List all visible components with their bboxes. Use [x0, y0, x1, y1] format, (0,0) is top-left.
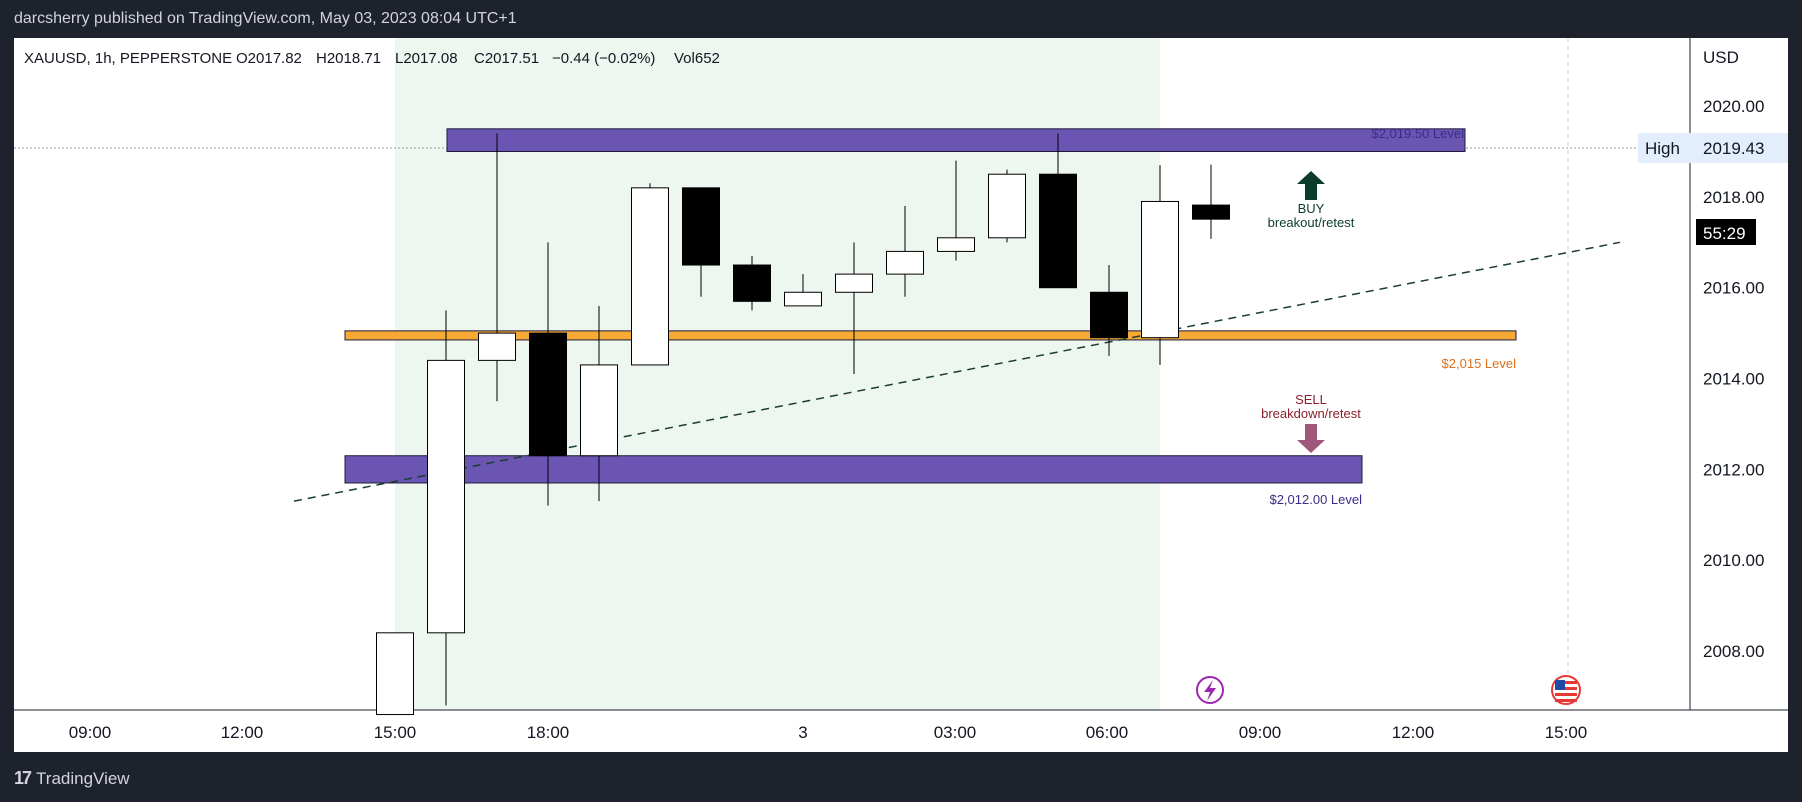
time-tick-label: 06:00 [1086, 723, 1129, 742]
time-tick-label: 15:00 [1545, 723, 1588, 742]
candle-body [937, 237, 975, 252]
candle-body [529, 332, 567, 457]
candle[interactable] [1039, 133, 1077, 289]
mid-level-zone[interactable] [344, 330, 1517, 341]
candle-body [427, 359, 465, 634]
candle-body [1141, 200, 1179, 339]
candle[interactable] [1141, 165, 1179, 365]
time-tick-label: 15:00 [374, 723, 417, 742]
tradingview-brand: TradingView [36, 768, 130, 788]
candle[interactable] [376, 632, 414, 716]
time-tick-label: 3 [798, 723, 807, 742]
candle-body [1039, 173, 1077, 289]
price-tick-label: 2012.00 [1703, 460, 1764, 479]
legend-change: −0.44 (−0.02%) [552, 50, 655, 67]
candle[interactable] [835, 242, 873, 374]
candle[interactable] [529, 242, 567, 506]
candle[interactable] [1192, 164, 1230, 239]
candle-body [733, 264, 771, 302]
tradingview-logo[interactable]: 17 TradingView [14, 768, 130, 789]
time-axis[interactable] [14, 710, 1788, 752]
candle[interactable] [1090, 265, 1128, 356]
price-tick-label: 2008.00 [1703, 642, 1764, 661]
candle[interactable] [733, 255, 771, 311]
candle-body [988, 173, 1026, 239]
time-tick-label: 03:00 [934, 723, 977, 742]
candle[interactable] [988, 169, 1026, 243]
candle-body [478, 332, 516, 361]
candle-body [1192, 204, 1230, 220]
price-tick-label: 2014.00 [1703, 370, 1764, 389]
top-level-zone[interactable] [446, 128, 1466, 153]
candle[interactable] [682, 187, 720, 297]
time-tick-label: 12:00 [1392, 723, 1435, 742]
buy-label: BUY [1298, 201, 1325, 216]
candle[interactable] [580, 305, 618, 502]
top-level-label[interactable]: $2,019.50 Level [1371, 126, 1464, 141]
candle-body [376, 632, 414, 716]
legend-symbol: XAUUSD, 1h, PEPPERSTONE [24, 50, 232, 67]
candle-body [682, 187, 720, 266]
price-tick-label: 2010.00 [1703, 551, 1764, 570]
time-tick-label: 12:00 [221, 723, 264, 742]
candle-body [580, 364, 618, 457]
time-tick-label: 09:00 [1239, 723, 1282, 742]
sell-sublabel: breakdown/retest [1261, 406, 1361, 421]
candle-body [631, 187, 669, 366]
high-label: High [1645, 139, 1680, 158]
legend-high: H2018.71 [316, 50, 381, 67]
price-axis-currency: USD [1703, 48, 1739, 67]
candle[interactable] [937, 160, 975, 261]
countdown-timer: 55:29 [1703, 224, 1746, 243]
price-tick-label: 2018.00 [1703, 188, 1764, 207]
price-tick-label: 2020.00 [1703, 97, 1764, 116]
candle[interactable] [784, 274, 822, 307]
high-label-box [1638, 133, 1788, 163]
legend-open: O2017.82 [236, 50, 302, 67]
candle[interactable] [427, 310, 465, 706]
sell-label: SELL [1295, 392, 1327, 407]
countdown-box [1696, 219, 1756, 245]
publish-info: darcsherry published on TradingView.com,… [14, 10, 517, 27]
candle-body [784, 291, 822, 307]
buy-sublabel: breakout/retest [1268, 215, 1355, 230]
time-tick-label: 18:00 [527, 723, 570, 742]
us-flag-event-icon[interactable] [1551, 675, 1581, 705]
candle-body [835, 273, 873, 293]
price-tick-label: 2016.00 [1703, 279, 1764, 298]
candle[interactable] [886, 206, 924, 297]
legend-low: L2017.08 [395, 50, 458, 67]
candle[interactable] [631, 183, 669, 366]
high-value: 2019.43 [1703, 139, 1764, 158]
mid-level-label[interactable]: $2,015 Level [1442, 356, 1517, 371]
tradingview-logo-icon: 17 [14, 768, 32, 788]
symbol-legend: XAUUSD, 1h, PEPPERSTONE O2017.82 H2018.7… [24, 50, 720, 67]
legend-volume: Vol652 [674, 50, 720, 67]
time-tick-label: 09:00 [69, 723, 112, 742]
legend-close: C2017.51 [474, 50, 539, 67]
candle-body [886, 250, 924, 275]
candle-body [1090, 291, 1128, 339]
earnings-event-icon[interactable] [1196, 676, 1224, 704]
trendline[interactable] [293, 241, 1621, 502]
chart[interactable]: USD 2020.00 2018.00 2016.00 2014.00 2012.00 2… [0, 38, 1802, 790]
low-level-label[interactable]: $2,012.00 Level [1269, 492, 1362, 507]
buy-arrow-icon[interactable] [1297, 171, 1325, 200]
sell-arrow-icon[interactable] [1297, 424, 1325, 453]
low-level-zone[interactable] [344, 455, 1363, 484]
candle[interactable] [478, 133, 516, 402]
